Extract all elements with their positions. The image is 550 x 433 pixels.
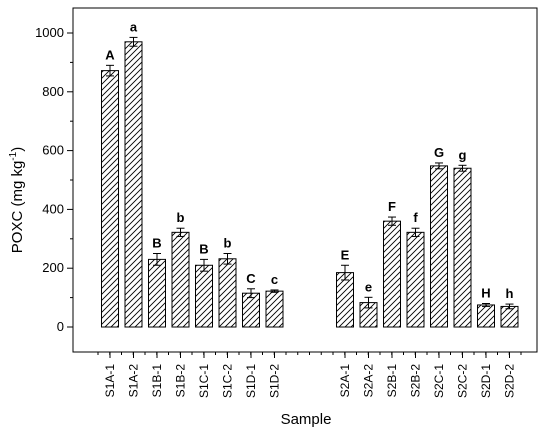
x-tick-label-S1B-1: S1B-1 (150, 364, 164, 398)
bar-S1A-1 (101, 70, 119, 328)
significance-label-S1B-2: b (177, 210, 185, 225)
significance-label-S2D-1: H (481, 285, 490, 300)
significance-label-S1B-1: B (152, 236, 161, 251)
x-tick-label-S1B-2: S1B-2 (174, 364, 188, 398)
significance-label-S2A-2: e (365, 279, 372, 294)
bar-S1D-1 (242, 292, 260, 328)
significance-label-S1C-2: b (224, 236, 232, 251)
significance-label-S2C-2: g (459, 147, 467, 162)
bar-S2B-2 (406, 231, 425, 328)
x-tick-label-S2D-1: S2D-1 (479, 364, 493, 398)
significance-label-S1D-1: C (246, 271, 256, 286)
bar-S1A-2 (124, 41, 143, 328)
bar-S2A-1 (336, 272, 354, 328)
bar-S1C-2 (218, 258, 237, 328)
x-tick-label-S1D-2: S1D-2 (268, 364, 282, 398)
significance-label-S1A-1: A (105, 47, 115, 62)
x-tick-label-S1A-1: S1A-1 (103, 364, 117, 398)
x-tick-label-S2B-2: S2B-2 (409, 364, 423, 398)
bar-S2C-1 (430, 165, 448, 328)
bar-S2B-1 (383, 220, 401, 328)
x-tick-label-S1D-1: S1D-1 (244, 364, 258, 398)
significance-label-S1A-2: a (130, 19, 138, 34)
significance-label-S2B-2: f (413, 210, 418, 225)
x-tick-label-S2C-1: S2C-1 (432, 364, 446, 398)
bar-S1B-2 (171, 231, 190, 328)
significance-label-S2A-1: E (341, 247, 350, 262)
y-tick-label: 0 (57, 319, 64, 334)
bar-S1B-1 (148, 258, 166, 328)
y-axis-title-close: ) (9, 147, 26, 152)
x-tick-label-S2C-2: S2C-2 (456, 364, 470, 398)
bar-S2D-1 (477, 304, 495, 328)
x-axis-title: Sample (281, 411, 332, 428)
x-tick-label-S1A-2: S1A-2 (127, 364, 141, 398)
y-tick-label: 800 (42, 84, 64, 99)
significance-label-S2B-1: F (388, 199, 396, 214)
x-tick-label-S2D-2: S2D-2 (503, 364, 517, 398)
y-tick-label: 600 (42, 143, 64, 158)
y-axis-title: POXC (mg kg-1) (8, 147, 26, 253)
y-axis-title-superscript: -1 (8, 151, 19, 160)
x-tick-label-S1C-1: S1C-1 (197, 364, 211, 398)
x-tick-label-S2A-2: S2A-2 (362, 364, 376, 398)
y-axis-title-main: POXC (mg kg (9, 161, 26, 254)
bar-S1C-1 (195, 264, 213, 328)
x-tick-label-S2B-1: S2B-1 (385, 364, 399, 398)
bar-S2D-2 (500, 305, 519, 328)
significance-label-S2D-2: h (506, 286, 514, 301)
y-tick-label: 200 (42, 260, 64, 275)
y-tick-label: 1000 (35, 25, 64, 40)
significance-label-S2C-1: G (434, 145, 444, 160)
x-tick-label-S1C-2: S1C-2 (221, 364, 235, 398)
plot-area: 0 200 400 600 800 1000 A S1A-1 a S1A-2 B S1B-1 b S1B-… (35, 7, 538, 398)
significance-label-S1D-2: c (271, 272, 278, 287)
significance-label-S1C-1: B (199, 241, 208, 256)
x-tick-label-S2A-1: S2A-1 (338, 364, 352, 398)
bar-S2C-2 (453, 167, 472, 328)
bar-S1D-2 (265, 290, 284, 328)
y-tick-label: 400 (42, 201, 64, 216)
